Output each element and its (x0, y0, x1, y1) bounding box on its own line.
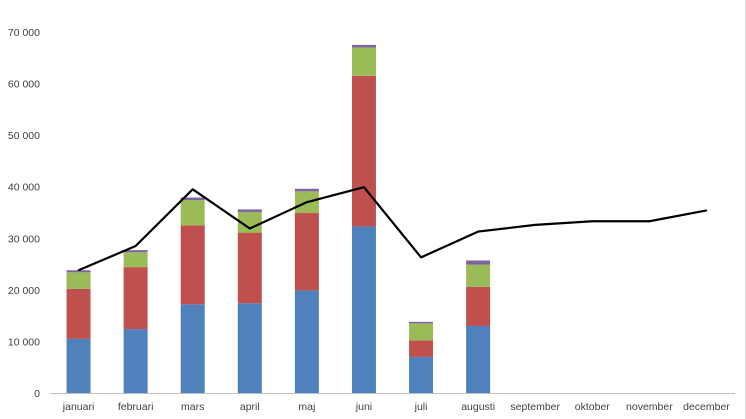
bar-segment-series-2 (294, 213, 319, 291)
bar-segment-series-1 (351, 226, 376, 393)
x-tick-label: juni (355, 401, 372, 413)
x-tick-label: juli (414, 401, 428, 413)
bar-segment-series-3 (409, 323, 434, 341)
x-tick-label: augusti (461, 401, 495, 413)
bar-segment-series-1 (66, 338, 91, 393)
line-point (77, 269, 80, 272)
y-tick-label: 50 000 (8, 130, 40, 142)
bar-segment-series-2 (123, 267, 148, 330)
y-tick-label: 40 000 (8, 182, 40, 194)
line-point (591, 220, 594, 223)
bar-segment-series-4 (294, 188, 319, 192)
bar-segment-series-3 (351, 47, 376, 76)
x-tick-label: november (626, 401, 673, 413)
bar-segment-series-4 (123, 250, 148, 253)
line-point (191, 188, 194, 191)
bar-segment-series-3 (123, 252, 148, 268)
x-tick-label: december (683, 401, 730, 413)
bar-segment-series-1 (180, 304, 205, 393)
line-point (534, 224, 537, 226)
bar-segment-series-4 (466, 260, 491, 265)
x-tick-label: februari (118, 401, 154, 413)
bar-segment-series-1 (294, 290, 319, 393)
bar-segment-series-4 (351, 44, 376, 48)
y-tick-label: 30 000 (8, 233, 40, 245)
bar-segment-series-2 (351, 75, 376, 227)
line-point (648, 220, 651, 223)
line-series (78, 186, 707, 272)
line-point (420, 256, 422, 259)
bar-segment-series-1 (409, 356, 434, 393)
y-tick-label: 10 000 (8, 336, 40, 348)
bar-segment-series-2 (409, 340, 434, 357)
bar-segment-series-4 (180, 197, 205, 201)
bar-segment-series-3 (466, 264, 491, 287)
bar-segment-series-3 (237, 211, 262, 233)
x-tick-label: april (240, 401, 260, 413)
x-tick-label: januari (62, 401, 95, 413)
bar-segment-series-4 (66, 270, 91, 273)
line-point (705, 209, 708, 212)
bar-segment-series-3 (180, 200, 205, 226)
y-tick-label: 60 000 (8, 79, 40, 91)
bar-segment-series-4 (409, 321, 434, 324)
line-point (477, 230, 479, 233)
bar-segment-series-3 (66, 272, 91, 289)
bar-segment-series-2 (180, 225, 205, 305)
bar-segment-series-4 (237, 209, 262, 212)
line-point (306, 201, 308, 203)
bar-segment-series-1 (123, 329, 148, 393)
line-point (363, 186, 365, 189)
bar-segment-series-2 (66, 288, 91, 339)
y-tick-label: 70 000 (8, 27, 40, 39)
x-tick-label: oktober (575, 401, 611, 413)
x-tick-label: maj (298, 401, 315, 413)
x-tick-label: mars (181, 401, 204, 413)
y-tick-label: 20 000 (8, 285, 40, 297)
line-point (134, 245, 137, 247)
bar-segment-series-1 (237, 303, 262, 393)
bar-segment-series-1 (466, 325, 491, 393)
bar-segment-series-2 (237, 232, 262, 304)
x-tick-label: september (510, 401, 560, 413)
y-tick-label: 0 (34, 388, 40, 400)
bar-segment-series-2 (466, 286, 491, 326)
line-point (248, 227, 251, 230)
